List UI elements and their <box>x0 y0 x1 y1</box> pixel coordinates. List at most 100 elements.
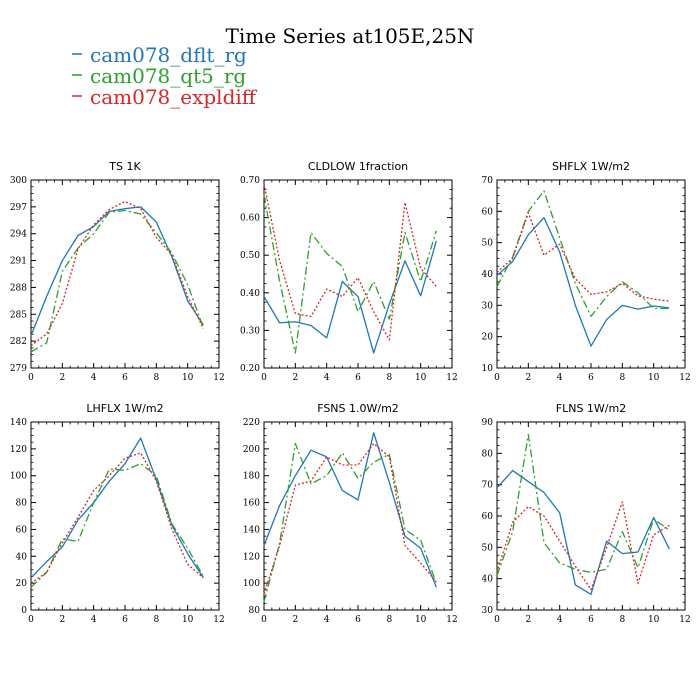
y-tick-label: 180 <box>243 472 260 482</box>
x-tick-label: 2 <box>59 373 65 383</box>
series-line-lhflx-cam078-dflt-rg <box>30 437 204 579</box>
y-tick-label: 90 <box>482 418 494 428</box>
x-tick-label: 2 <box>292 615 298 625</box>
panel-title-flns: FLNS 1W/m2 <box>556 402 626 415</box>
y-tick-label: 140 <box>243 525 260 535</box>
x-tick-label: 10 <box>182 373 194 383</box>
y-tick-label: 70 <box>482 176 494 186</box>
x-tick-label: 12 <box>446 615 457 625</box>
plot-frame-shflx <box>496 179 686 369</box>
y-tick-label: 60 <box>482 207 494 217</box>
y-tick-label: 297 <box>10 203 27 213</box>
x-tick-label: 10 <box>182 615 194 625</box>
x-tick-label: 0 <box>494 373 500 383</box>
series-line-lhflx-cam078-expldiff <box>30 452 204 584</box>
y-tick-label: 200 <box>243 445 260 455</box>
x-tick-label: 12 <box>213 373 224 383</box>
x-tick-label: 6 <box>122 615 128 625</box>
x-tick-label: 12 <box>679 373 690 383</box>
series-line-fsns-cam078-expldiff <box>263 442 437 595</box>
series-line-fsns-cam078-qt5-rg <box>263 442 437 603</box>
x-tick-label: 4 <box>324 373 330 383</box>
series-line-shflx-cam078-qt5-rg <box>496 190 670 317</box>
x-tick-label: 8 <box>386 615 392 625</box>
panel-title-cldlow: CLDLOW 1fraction <box>308 160 408 173</box>
y-tick-label: 100 <box>10 472 27 482</box>
series-line-shflx-cam078-dflt-rg <box>496 216 670 347</box>
y-tick-label: 220 <box>243 418 260 428</box>
panel-shflx: SHFLX 1W/m2 0 2 4 6 8 10 12 10 20 30 40 50 60 70 <box>482 160 691 383</box>
y-tick-label: 120 <box>243 552 260 562</box>
x-tick-label: 6 <box>122 373 128 383</box>
legend-label-cam078-qt5-rg: cam078_qt5_rg <box>90 64 246 88</box>
x-tick-label: 4 <box>557 373 563 383</box>
x-tick-label: 12 <box>679 615 690 625</box>
x-tick-label: 0 <box>28 373 34 383</box>
x-tick-label: 2 <box>292 373 298 383</box>
y-tick-label: 20 <box>16 579 28 589</box>
y-tick-label: 40 <box>482 575 494 585</box>
series-line-flns-cam078-expldiff <box>496 501 670 591</box>
y-tick-label: 20 <box>482 333 494 343</box>
panel-cldlow: CLDLOW 1fraction 0 2 4 6 8 10 12 0.20 0.30 0.40 0.5… <box>240 160 458 383</box>
y-tick-label: 80 <box>249 606 261 616</box>
y-tick-label: 279 <box>10 364 27 374</box>
series-line-lhflx-cam078-qt5-rg <box>30 462 204 588</box>
y-tick-label: 0 <box>21 606 27 616</box>
y-tick-label: 160 <box>243 499 260 509</box>
x-tick-label: 0 <box>261 373 267 383</box>
x-tick-label: 4 <box>557 615 563 625</box>
x-tick-label: 8 <box>619 373 625 383</box>
y-tick-label: 40 <box>482 270 494 280</box>
y-tick-label: 10 <box>482 364 494 374</box>
x-tick-label: 10 <box>648 373 660 383</box>
plot-frame-lhflx <box>30 421 220 611</box>
y-tick-label: 285 <box>10 310 27 320</box>
y-tick-label: 0.60 <box>240 214 260 224</box>
series-line-cldlow-cam078-qt5-rg <box>263 194 437 354</box>
y-tick-label: 300 <box>10 176 27 186</box>
y-tick-label: 100 <box>243 579 260 589</box>
y-tick-label: 120 <box>10 445 27 455</box>
x-tick-label: 4 <box>324 615 330 625</box>
y-tick-label: 282 <box>10 337 27 347</box>
panel-title-shflx: SHFLX 1W/m2 <box>552 160 630 173</box>
x-tick-label: 8 <box>386 373 392 383</box>
x-tick-label: 8 <box>619 615 625 625</box>
x-tick-label: 10 <box>415 615 427 625</box>
panel-title-ts: TS 1K <box>108 160 141 173</box>
y-tick-label: 0.50 <box>240 251 260 261</box>
x-tick-label: 12 <box>213 615 224 625</box>
x-tick-label: 6 <box>355 373 361 383</box>
x-tick-label: 0 <box>494 615 500 625</box>
series-line-flns-cam078-dflt-rg <box>496 469 670 595</box>
y-tick-label: 291 <box>10 257 27 267</box>
x-tick-label: 12 <box>446 373 457 383</box>
y-tick-label: 0.30 <box>240 326 260 336</box>
legend-label-cam078-expldiff: cam078_expldiff <box>90 85 258 109</box>
x-tick-label: 4 <box>91 373 97 383</box>
y-tick-label: 60 <box>482 512 494 522</box>
legend-label-cam078-dflt-rg: cam078_dflt_rg <box>90 43 247 67</box>
panel-title-fsns: FSNS 1.0W/m2 <box>317 402 399 415</box>
x-tick-label: 6 <box>355 615 361 625</box>
x-tick-label: 10 <box>415 373 427 383</box>
x-tick-label: 4 <box>91 615 97 625</box>
panel-ts: TS 1K 0 2 4 6 8 10 12 279 282 285 288 291 294 297 300 <box>10 160 225 383</box>
y-tick-label: 0.70 <box>240 176 260 186</box>
y-tick-label: 40 <box>16 552 28 562</box>
y-tick-label: 140 <box>10 418 27 428</box>
x-tick-label: 2 <box>525 615 531 625</box>
series-line-flns-cam078-qt5-rg <box>496 433 670 576</box>
figure-title: Time Series at105E,25N <box>226 24 475 48</box>
y-tick-label: 0.20 <box>240 364 260 374</box>
series-line-ts-cam078-qt5-rg <box>30 209 204 353</box>
x-tick-label: 8 <box>153 373 159 383</box>
legend: cam078_dflt_rg cam078_qt5_rg cam078_expl… <box>72 43 258 109</box>
y-tick-label: 0.40 <box>240 289 260 299</box>
plot-frame-fsns <box>263 421 453 611</box>
y-tick-label: 80 <box>482 449 494 459</box>
y-tick-label: 30 <box>482 606 494 616</box>
